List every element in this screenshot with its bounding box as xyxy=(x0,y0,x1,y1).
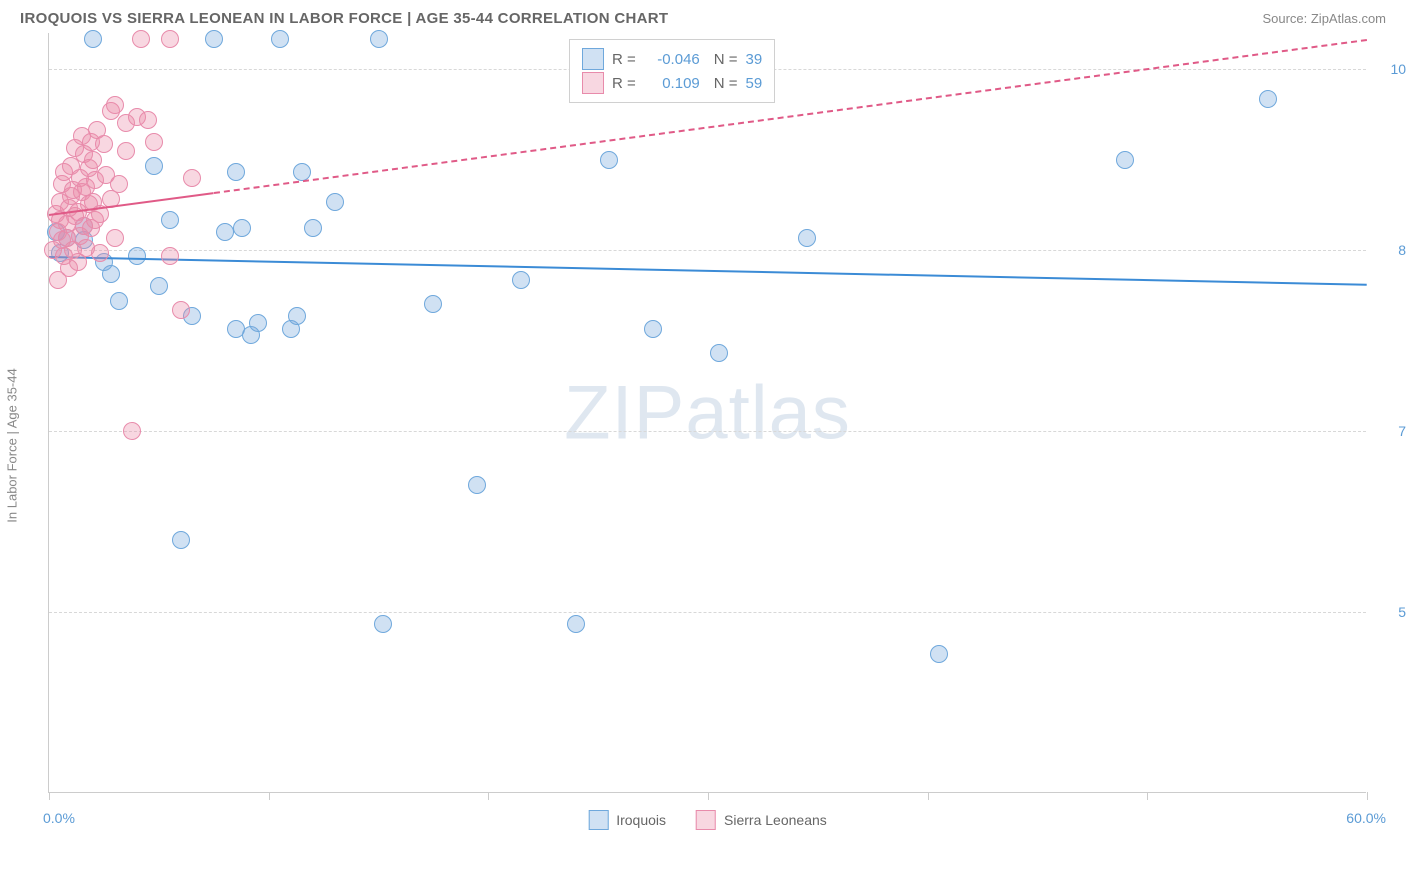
data-point xyxy=(374,615,392,633)
x-tick-mark xyxy=(488,792,489,800)
watermark: ZIPatlas xyxy=(564,369,851,456)
x-tick-mark xyxy=(269,792,270,800)
gridline-h xyxy=(49,612,1366,613)
data-point xyxy=(150,277,168,295)
legend-row: R = -0.046 N = 39 xyxy=(582,48,762,70)
data-point xyxy=(106,96,124,114)
data-point xyxy=(512,271,530,289)
data-point xyxy=(288,307,306,325)
legend-r-label: R = xyxy=(612,51,636,68)
data-point xyxy=(271,30,289,48)
plot-area: ZIPatlas 55.0%70.0%85.0%100.0%0.0%60.0%R… xyxy=(48,33,1366,793)
data-point xyxy=(1116,151,1134,169)
data-point xyxy=(95,135,113,153)
legend-item: Iroquois xyxy=(588,810,666,830)
data-point xyxy=(172,301,190,319)
data-point xyxy=(293,163,311,181)
chart-container: In Labor Force | Age 35-44 ZIPatlas 55.0… xyxy=(20,33,1386,843)
source-attribution: Source: ZipAtlas.com xyxy=(1262,11,1386,26)
x-tick-mark xyxy=(1367,792,1368,800)
y-tick-label: 70.0% xyxy=(1374,423,1406,439)
data-point xyxy=(249,314,267,332)
legend-swatch xyxy=(696,810,716,830)
legend-n-value: 59 xyxy=(746,75,763,92)
legend-series-name: Iroquois xyxy=(616,812,666,828)
data-point xyxy=(172,531,190,549)
data-point xyxy=(233,219,251,237)
data-point xyxy=(424,295,442,313)
trend-line xyxy=(214,39,1368,194)
data-point xyxy=(930,645,948,663)
series-legend: Iroquois Sierra Leoneans xyxy=(588,810,827,830)
chart-title: IROQUOIS VS SIERRA LEONEAN IN LABOR FORC… xyxy=(20,10,668,27)
legend-swatch xyxy=(582,48,604,70)
legend-r-value: 0.109 xyxy=(644,75,700,92)
data-point xyxy=(117,142,135,160)
legend-n-label: N = xyxy=(714,75,738,92)
y-axis-label: In Labor Force | Age 35-44 xyxy=(5,368,20,522)
legend-n-value: 39 xyxy=(746,51,763,68)
data-point xyxy=(370,30,388,48)
data-point xyxy=(44,241,62,259)
data-point xyxy=(216,223,234,241)
correlation-legend: R = -0.046 N = 39 R = 0.109 N = 59 xyxy=(569,39,775,103)
data-point xyxy=(1259,90,1277,108)
watermark-zip: ZIP xyxy=(564,370,685,455)
data-point xyxy=(145,133,163,151)
data-point xyxy=(161,247,179,265)
data-point xyxy=(139,111,157,129)
legend-r-label: R = xyxy=(612,75,636,92)
data-point xyxy=(304,219,322,237)
data-point xyxy=(161,30,179,48)
data-point xyxy=(227,163,245,181)
data-point xyxy=(145,157,163,175)
data-point xyxy=(600,151,618,169)
data-point xyxy=(326,193,344,211)
data-point xyxy=(84,30,102,48)
data-point xyxy=(205,30,223,48)
legend-swatch xyxy=(582,72,604,94)
data-point xyxy=(123,422,141,440)
data-point xyxy=(798,229,816,247)
data-point xyxy=(132,30,150,48)
gridline-h xyxy=(49,250,1366,251)
data-point xyxy=(128,247,146,265)
gridline-h xyxy=(49,431,1366,432)
x-axis-min-label: 0.0% xyxy=(43,810,75,826)
x-tick-mark xyxy=(49,792,50,800)
legend-n-label: N = xyxy=(714,51,738,68)
legend-item: Sierra Leoneans xyxy=(696,810,827,830)
legend-swatch xyxy=(588,810,608,830)
trend-line xyxy=(49,256,1367,286)
legend-r-value: -0.046 xyxy=(644,51,700,68)
y-tick-label: 85.0% xyxy=(1374,242,1406,258)
x-axis-max-label: 60.0% xyxy=(1346,810,1386,826)
data-point xyxy=(91,244,109,262)
data-point xyxy=(106,229,124,247)
watermark-atlas: atlas xyxy=(685,370,851,455)
data-point xyxy=(183,169,201,187)
data-point xyxy=(84,151,102,169)
data-point xyxy=(567,615,585,633)
legend-row: R = 0.109 N = 59 xyxy=(582,72,762,94)
y-tick-label: 100.0% xyxy=(1374,61,1406,77)
data-point xyxy=(110,175,128,193)
legend-series-name: Sierra Leoneans xyxy=(724,812,827,828)
y-tick-label: 55.0% xyxy=(1374,604,1406,620)
data-point xyxy=(49,271,67,289)
x-tick-mark xyxy=(928,792,929,800)
x-tick-mark xyxy=(708,792,709,800)
data-point xyxy=(161,211,179,229)
data-point xyxy=(110,292,128,310)
data-point xyxy=(710,344,728,362)
data-point xyxy=(468,476,486,494)
data-point xyxy=(644,320,662,338)
x-tick-mark xyxy=(1147,792,1148,800)
